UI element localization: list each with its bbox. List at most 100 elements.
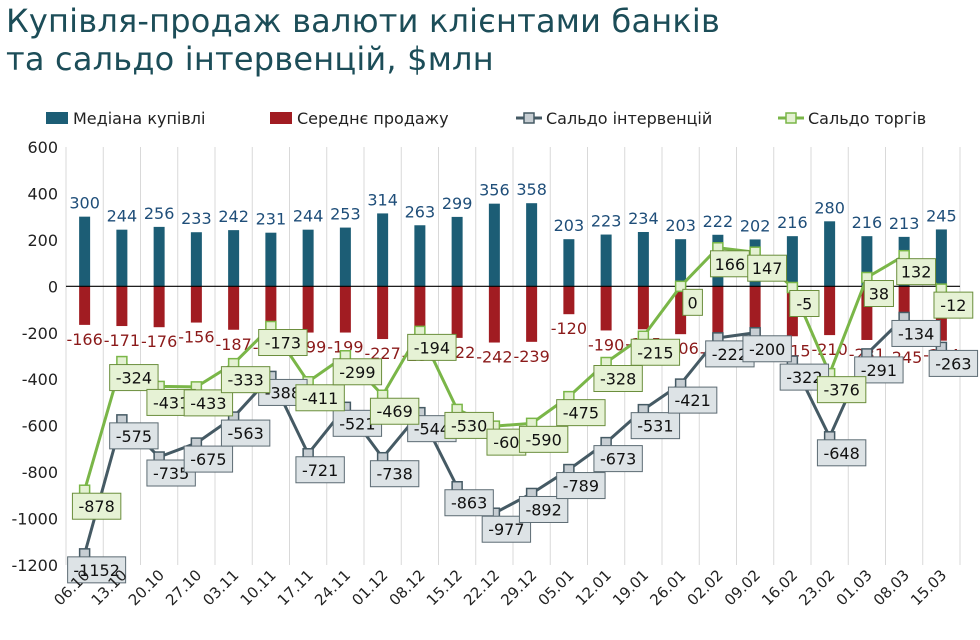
interventions-data-label: -134 <box>898 324 934 343</box>
trade-label-box <box>332 358 383 386</box>
trade-data-label: 0 <box>688 293 698 312</box>
bar-sales <box>526 286 538 342</box>
interventions-data-label: -1152 <box>73 561 120 580</box>
x-tick-label: 20.10 <box>125 566 168 609</box>
purchase-data-label: 202 <box>740 216 771 235</box>
trade-data-label: 132 <box>901 263 932 282</box>
bar-sales <box>116 286 128 327</box>
purchase-data-label: 242 <box>218 207 249 226</box>
interventions-data-label: -200 <box>749 340 785 359</box>
interventions-data-label: -263 <box>935 354 971 373</box>
interventions-label-box <box>742 335 792 363</box>
interventions-data-label: -388 <box>265 383 301 402</box>
y-tick-label: -600 <box>22 417 58 436</box>
trade-marker <box>674 280 687 293</box>
interventions-labels: -1152 -575-735-675-563 -388 -721 -521 -738 -54… <box>67 319 979 584</box>
interventions-label-box <box>183 445 234 473</box>
interventions-label-box <box>593 445 643 473</box>
purchase-data-label: 234 <box>628 209 659 228</box>
purchase-data-label: 223 <box>591 212 622 231</box>
bar-sales <box>377 286 389 340</box>
trade-data-label: -194 <box>414 338 450 357</box>
trade-label-box <box>220 366 271 394</box>
bar-sales <box>451 286 463 338</box>
purchase-data-label: 314 <box>367 190 398 209</box>
bar-sales <box>228 286 240 330</box>
chart-title: Купівля-продаж валюти клієнтами банків т… <box>6 2 720 78</box>
bar-purchase <box>488 203 500 287</box>
interventions-data-label: -521 <box>339 414 375 433</box>
y-tick-label: -1200 <box>12 556 59 575</box>
purchase-data-label: 222 <box>703 212 734 231</box>
x-tick-label: 08.12 <box>386 566 429 609</box>
interventions-data-label: -575 <box>116 427 152 446</box>
sales-data-label: -239 <box>513 347 549 366</box>
x-tick-label: 12.01 <box>572 566 615 609</box>
x-tick-label: 29.12 <box>497 566 540 609</box>
trade-label-box <box>816 376 867 404</box>
trade-label-box <box>183 389 234 417</box>
legend-label-interventions: Сальдо інтервенцій <box>546 109 712 128</box>
trade-data-label: -60 <box>493 433 519 452</box>
bar-purchase <box>302 229 314 287</box>
purchase-data-label: 233 <box>181 209 212 228</box>
trade-data-label: -324 <box>116 369 152 388</box>
purchase-data-label: 280 <box>814 198 845 217</box>
x-tick-label: 17.11 <box>274 566 317 609</box>
purchase-data-label: 245 <box>926 206 957 225</box>
interventions-data-label: -977 <box>488 520 524 539</box>
interventions-label-box <box>630 412 681 440</box>
bar-purchase <box>153 226 165 287</box>
bar-purchase <box>935 229 947 287</box>
bar-purchase <box>526 203 538 287</box>
bar-sales <box>861 286 873 340</box>
interventions-data-label: -721 <box>302 461 338 480</box>
x-tick-label: 01.03 <box>833 566 876 609</box>
x-tick-label: 09.02 <box>721 566 764 609</box>
x-axis: 06.1013.1020.1027.1003.1110.1117.1124.11… <box>50 566 950 609</box>
purchase-data-label: 244 <box>293 207 324 226</box>
trade-data-label: -12 <box>940 296 966 315</box>
y-tick-label: 600 <box>27 138 58 157</box>
bar-purchase <box>377 213 389 287</box>
interventions-label-box <box>295 456 345 484</box>
trade-data-label: -215 <box>637 343 673 362</box>
x-tick-label: 08.03 <box>870 566 913 609</box>
interventions-data-label: -421 <box>674 391 710 410</box>
interventions-data-label: -892 <box>525 500 561 519</box>
x-tick-label: 23.02 <box>795 566 838 609</box>
legend-label-purchase: Медіана купівлі <box>73 109 205 128</box>
y-tick-label: 200 <box>27 231 58 250</box>
interventions-label-box <box>220 419 271 447</box>
bar-sales <box>488 286 500 343</box>
purchase-data-label: 300 <box>69 194 100 213</box>
trade-label-box <box>444 411 494 439</box>
trade-data-label: -5 <box>796 294 812 313</box>
trade-labels: -878 -324-431 -433-333-173 -411-299 -469 -194… <box>71 250 974 520</box>
interventions-label-box <box>891 319 941 347</box>
bar-sales <box>824 286 836 336</box>
y-tick-label: 400 <box>27 184 58 203</box>
interventions-label-box <box>667 386 718 414</box>
purchase-data-label: 231 <box>256 210 287 229</box>
trade-label-box <box>71 492 122 520</box>
interventions-label-box <box>67 556 127 584</box>
bar-sales <box>637 286 649 330</box>
bar-sales <box>190 286 202 323</box>
bar-purchase <box>600 234 612 287</box>
interventions-data-label: -322 <box>786 368 822 387</box>
trade-label-box <box>863 280 894 308</box>
bar-purchase <box>190 232 202 287</box>
trade-data-label: -433 <box>190 394 226 413</box>
bar-sales <box>749 286 761 340</box>
interventions-label-box <box>928 349 979 377</box>
interventions-data-label: -648 <box>823 444 859 463</box>
purchase-data-label: 253 <box>330 205 361 224</box>
x-tick-label: 05.01 <box>535 566 578 609</box>
trade-data-label: 38 <box>869 285 889 304</box>
sales-data-label: -166 <box>66 330 102 349</box>
x-tick-label: 03.11 <box>199 566 242 609</box>
bar-sales <box>563 286 575 315</box>
trade-data-label: -475 <box>563 404 599 423</box>
sales-data-label: -156 <box>178 328 214 347</box>
